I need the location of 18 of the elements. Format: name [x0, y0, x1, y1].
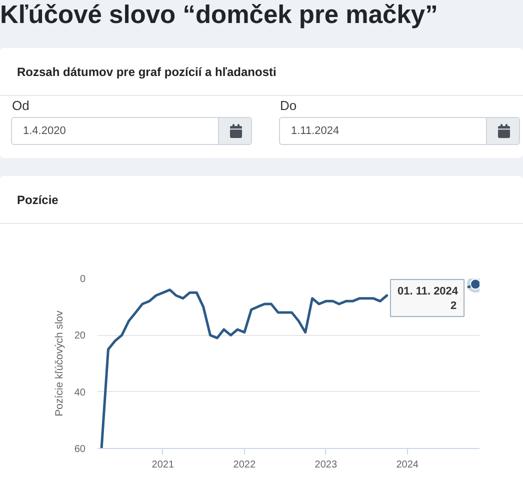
x-tick-label: 2021	[152, 460, 174, 470]
text: Rozsah dátumov pre graf pozícií a hľadanosti	[17, 64, 276, 80]
text: 1.11.2024	[291, 124, 340, 139]
text: Od	[12, 98, 30, 114]
y-axis-title: Pozície kľúčových slov	[53, 310, 66, 416]
x-tick-label: 2023	[314, 460, 338, 470]
y-tick-label: 20	[74, 330, 86, 342]
x-tick-label: 2024	[396, 460, 419, 470]
y-tick-label: 0	[80, 274, 86, 285]
text: 1.4.2020	[23, 124, 66, 139]
chart-subtitle: Pozície	[17, 192, 58, 208]
y-tick-label: 60	[74, 444, 86, 455]
x-tick-label: 2022	[233, 460, 256, 470]
text: Do	[280, 98, 297, 114]
data-label: 2	[450, 300, 457, 312]
annotation: 01. 11. 2024	[397, 286, 459, 298]
y-tick-label: 40	[74, 387, 86, 398]
chart-title: Kľúčové slovo “domček pre mačky”	[0, 0, 438, 30]
